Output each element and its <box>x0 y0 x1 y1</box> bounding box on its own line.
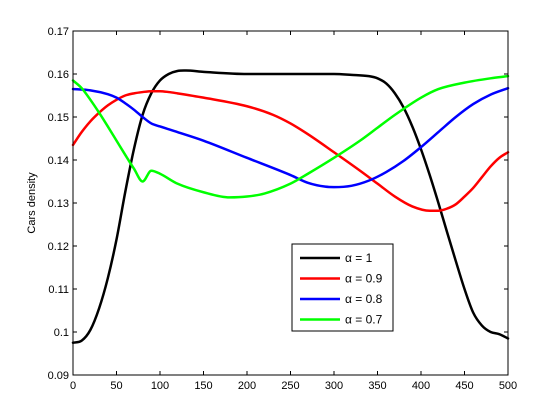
x-tick-label: 200 <box>238 380 256 392</box>
x-tick-label: 250 <box>281 380 299 392</box>
legend-label: α = 0.9 <box>345 272 383 286</box>
plot-area <box>73 31 508 375</box>
y-tick-label: 0.1 <box>54 327 69 339</box>
legend-label: α = 0.8 <box>345 292 383 306</box>
y-tick-label: 0.11 <box>48 284 69 296</box>
x-tick-label: 350 <box>368 380 386 392</box>
y-ticks: 0.09 0.1 0.11 0.12 0.13 0.14 0.15 0.16 0.17 <box>48 26 508 382</box>
series-line-4 <box>71 74 510 199</box>
y-axis-label: Cars density <box>26 172 38 234</box>
legend-entries: α = 1 α = 0.9 α = 0.8 α = 0.7 <box>300 251 383 327</box>
x-tick-label: 0 <box>70 380 76 392</box>
y-tick-label: 0.12 <box>48 241 69 253</box>
x-tick-label: 450 <box>455 380 473 392</box>
x-tick-label: 100 <box>151 380 169 392</box>
x-tick-label: 300 <box>325 380 343 392</box>
legend-box <box>291 243 394 332</box>
legend: α = 1 α = 0.9 α = 0.8 α = 0.7 <box>291 243 394 332</box>
y-tick-label: 0.16 <box>48 69 69 81</box>
legend-label: α = 0.7 <box>345 313 383 327</box>
y-tick-label: 0.14 <box>48 155 69 167</box>
x-tick-label: 50 <box>110 380 122 392</box>
x-ticks: 0 50 100 150 200 250 300 350 400 450 500 <box>70 31 517 392</box>
y-tick-label: 0.13 <box>48 198 69 210</box>
y-tick-label: 0.15 <box>48 112 69 124</box>
y-tick-label: 0.17 <box>48 26 69 38</box>
x-tick-label: 400 <box>412 380 430 392</box>
series-line-1 <box>71 69 510 344</box>
y-tick-label: 0.09 <box>48 370 69 382</box>
x-tick-label: 500 <box>499 380 517 392</box>
legend-label: α = 1 <box>345 251 373 265</box>
x-tick-label: 150 <box>194 380 212 392</box>
series-layer <box>71 69 510 344</box>
